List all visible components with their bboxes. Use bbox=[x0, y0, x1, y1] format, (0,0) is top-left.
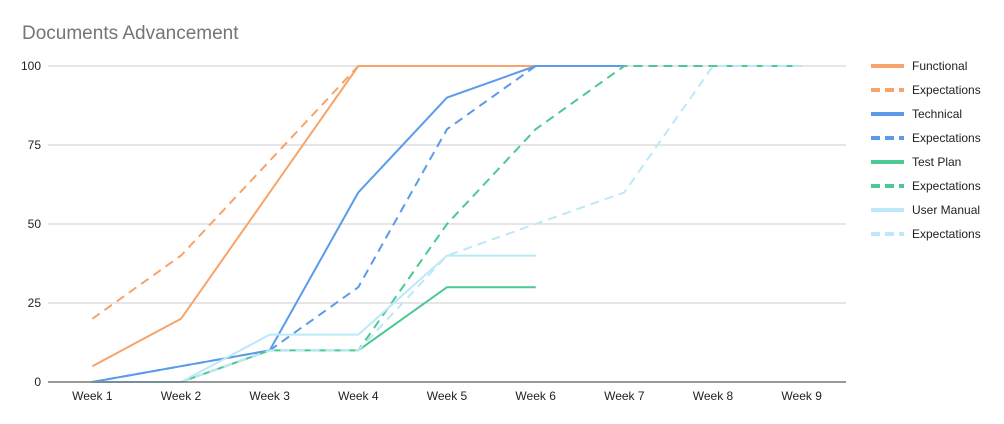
y-tick-label: 25 bbox=[28, 296, 42, 310]
x-tick-label: Week 9 bbox=[781, 389, 822, 403]
x-tick-label: Week 5 bbox=[427, 389, 468, 403]
legend-label: Expectations bbox=[912, 227, 981, 241]
x-tick-label: Week 2 bbox=[161, 389, 202, 403]
y-tick-label: 0 bbox=[34, 375, 41, 389]
legend: Functional Expectations Technical Expectati… bbox=[871, 59, 981, 241]
x-tick-label: Week 3 bbox=[249, 389, 290, 403]
legend-label: User Manual bbox=[912, 203, 980, 217]
x-tick-label: Week 1 bbox=[72, 389, 113, 403]
series-line-7 bbox=[92, 254, 536, 383]
x-tick-label: Week 7 bbox=[604, 389, 645, 403]
x-tick-label: Week 4 bbox=[338, 389, 379, 403]
legend-label: Test Plan bbox=[912, 155, 961, 169]
y-tick-label: 100 bbox=[21, 59, 41, 73]
y-tick-label: 75 bbox=[28, 138, 42, 152]
y-tick-label: 50 bbox=[28, 217, 42, 231]
y-axis-ticks: 0 25 50 75 100 bbox=[21, 59, 41, 389]
series-line-8 bbox=[180, 65, 802, 383]
x-tick-label: Week 6 bbox=[515, 389, 556, 403]
legend-label: Expectations bbox=[912, 179, 981, 193]
series-line-1 bbox=[91, 65, 536, 368]
x-axis-ticks: Week 1 Week 2 Week 3 Week 4 Week 5 Week 6 Week… bbox=[72, 389, 822, 403]
x-tick-label: Week 8 bbox=[693, 389, 734, 403]
gridlines bbox=[48, 65, 846, 304]
series-lines bbox=[91, 65, 802, 383]
legend-label: Functional bbox=[912, 59, 967, 73]
legend-label: Expectations bbox=[912, 83, 981, 97]
chart-title: Documents Advancement bbox=[22, 23, 239, 44]
legend-label: Technical bbox=[912, 107, 962, 121]
legend-label: Expectations bbox=[912, 131, 981, 145]
series-line-4 bbox=[92, 65, 537, 383]
series-line-2 bbox=[91, 65, 360, 320]
